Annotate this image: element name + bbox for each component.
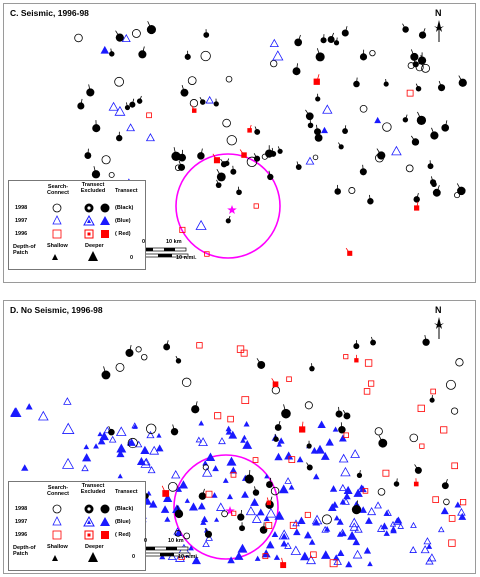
- legend-deeper: Deeper: [85, 544, 104, 550]
- legend-row-1997: [52, 214, 110, 226]
- legend-year-1998: 1998: [15, 205, 28, 211]
- legend: Search- Connect Transect Excluded Transect…: [8, 180, 146, 270]
- legend-row-1996: [52, 530, 109, 540]
- legend-shallow-triangle: [52, 254, 58, 260]
- legend-year-1997: 1997: [15, 519, 28, 525]
- survey-area-circle: [173, 454, 279, 560]
- legend-shallow-triangle: [52, 555, 58, 561]
- north-arrow: N: [435, 305, 442, 315]
- observation-symbols: [74, 21, 467, 257]
- legend-color-red: ( Red): [115, 532, 131, 538]
- legend-col-transect: Transect: [115, 489, 138, 495]
- legend-symbols: [52, 203, 110, 261]
- map-canvas-seismic: [74, 20, 467, 259]
- legend-col-transect-excluded: Transect Excluded: [80, 483, 106, 495]
- legend-year-1997: 1997: [15, 218, 28, 224]
- airgun-location-star: [227, 205, 237, 214]
- legend-color-black: (Black): [115, 506, 134, 512]
- legend-deeper-triangle: [88, 251, 98, 261]
- legend-symbols: [52, 504, 110, 562]
- legend-row-1998: [52, 203, 110, 213]
- legend-col-search-connect: Search- Connect: [47, 184, 69, 196]
- airgun-location-star: [225, 506, 235, 515]
- legend-year-1996: 1996: [15, 231, 28, 237]
- legend-col-transect-excluded: Transect Excluded: [80, 182, 106, 194]
- legend-col-search-connect: Search- Connect: [47, 485, 69, 497]
- legend-deeper-triangle: [88, 552, 98, 562]
- north-label: N: [435, 305, 442, 315]
- map-panel-no-seismic: D. No Seismic, 1996-98 N Search- Connect …: [3, 300, 476, 574]
- legend-color-blue: (Blue): [115, 519, 131, 525]
- legend-deeper: Deeper: [85, 243, 104, 249]
- legend-color-red: ( Red): [115, 231, 131, 237]
- panel-title: C. Seismic, 1996-98: [10, 8, 89, 18]
- legend-row-1997: [52, 515, 110, 527]
- map-panel-seismic: C. Seismic, 1996-98 N Search- Connect Tra…: [3, 3, 476, 283]
- north-arrow-graphic: [434, 20, 444, 42]
- legend-row-1998: [52, 504, 110, 514]
- legend-col-transect: Transect: [115, 188, 138, 194]
- north-arrow: N: [435, 8, 442, 18]
- legend-shallow: Shallow: [47, 544, 68, 550]
- north-label: N: [435, 8, 442, 18]
- legend-shallow: Shallow: [47, 243, 68, 249]
- legend-depth-label: Depth-of Patch: [13, 545, 36, 557]
- panel-title: D. No Seismic, 1996-98: [10, 305, 103, 315]
- survey-area-circle: [175, 153, 281, 259]
- legend: Search- Connect Transect Excluded Transect…: [8, 481, 146, 571]
- legend-year-1996: 1996: [15, 532, 28, 538]
- legend-year-1998: 1998: [15, 506, 28, 512]
- legend-depth-label: Depth-of Patch: [13, 244, 36, 256]
- legend-color-blue: (Blue): [115, 218, 131, 224]
- north-arrow-graphic: [434, 317, 444, 339]
- legend-color-black: (Black): [115, 205, 134, 211]
- legend-row-1996: [52, 229, 109, 239]
